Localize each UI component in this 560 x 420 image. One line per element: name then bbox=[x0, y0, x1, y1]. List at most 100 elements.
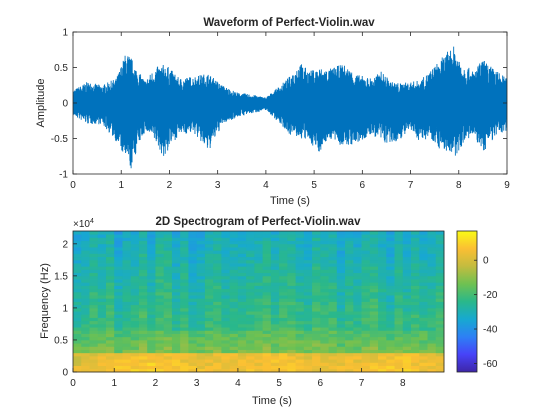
spectrogram-cell bbox=[361, 269, 371, 274]
spectrogram-cell bbox=[163, 304, 173, 309]
spectrogram-cell bbox=[204, 362, 214, 366]
spectrogram-cell bbox=[204, 314, 214, 318]
spectrogram-cell bbox=[163, 282, 173, 286]
spectrogram-cell bbox=[411, 237, 420, 242]
spectrogram-cell bbox=[336, 323, 346, 328]
spectrogram-cell bbox=[345, 272, 354, 277]
spectrogram-cell bbox=[402, 250, 412, 254]
spectrogram-cell bbox=[237, 266, 247, 270]
spectrogram-cell bbox=[81, 250, 90, 254]
spectrogram-cell bbox=[89, 295, 99, 299]
spectrogram-cell bbox=[246, 327, 255, 331]
spectrogram-cell bbox=[114, 295, 123, 299]
spectrogram-cell bbox=[114, 240, 123, 245]
spectrogram-cell bbox=[303, 237, 313, 242]
spectrogram-cell bbox=[122, 295, 132, 299]
spectrogram-cell bbox=[378, 282, 387, 286]
spectrogram-cell bbox=[353, 323, 362, 328]
spectrogram-cell bbox=[320, 288, 329, 293]
spectrogram-cell bbox=[213, 304, 222, 309]
spectrogram-cell bbox=[73, 237, 82, 242]
spectrogram-cell bbox=[221, 279, 231, 283]
spectrogram-cell bbox=[155, 336, 165, 341]
spectrogram-cell bbox=[130, 295, 140, 299]
spectrogram-cell bbox=[435, 247, 445, 251]
spectrogram-cell bbox=[114, 272, 123, 277]
spectrogram-cell bbox=[369, 243, 379, 248]
spectrogram-cell bbox=[378, 291, 387, 296]
spectrogram-cell bbox=[394, 247, 404, 251]
spectrogram-cell bbox=[435, 243, 445, 248]
spectrogram-cell bbox=[394, 327, 404, 331]
spectrogram-cell bbox=[270, 240, 280, 245]
spectrogram-cell bbox=[97, 285, 107, 290]
spectrogram-cell bbox=[378, 256, 387, 261]
spectrogram-cell bbox=[155, 323, 165, 328]
spectrogram-cell bbox=[147, 282, 156, 286]
spectrogram-cell bbox=[73, 259, 82, 264]
spectrogram-cell bbox=[237, 323, 247, 328]
spectrogram-cell bbox=[180, 330, 189, 334]
spectrogram-cell bbox=[229, 279, 239, 283]
spectrogram-cell bbox=[279, 339, 288, 344]
spectrogram-cell bbox=[213, 234, 222, 238]
spectrogram-cell bbox=[130, 327, 140, 331]
spectrogram-cell bbox=[171, 298, 181, 302]
spectrogram-cell bbox=[130, 330, 140, 334]
spectrogram-cell bbox=[97, 250, 107, 254]
spectrogram-cell bbox=[336, 234, 346, 238]
spectrogram-cell bbox=[312, 343, 321, 347]
spectrogram-cell bbox=[73, 355, 82, 360]
spectrogram-cell bbox=[320, 349, 329, 354]
spectrogram-cell bbox=[73, 285, 82, 290]
spectrogram-cell bbox=[270, 339, 280, 344]
spectrogram-cell bbox=[254, 263, 264, 267]
spectrogram-cell bbox=[353, 250, 362, 254]
spectrogram-cell bbox=[147, 349, 156, 354]
spectrogram-cell bbox=[303, 243, 313, 248]
spectrogram-cell bbox=[138, 368, 148, 373]
spectrogram-cell bbox=[345, 365, 354, 370]
spectrogram-cell bbox=[221, 291, 231, 296]
spectrogram-cell bbox=[138, 336, 148, 341]
spectrogram-cell bbox=[213, 359, 222, 363]
spectrogram-cell bbox=[204, 240, 214, 245]
y-exponent-label: ×104 bbox=[73, 218, 94, 230]
spectrogram-cell bbox=[114, 301, 123, 306]
spectrogram-cell bbox=[254, 346, 264, 350]
spectrogram-cell bbox=[287, 279, 296, 283]
spectrogram-cell bbox=[130, 307, 140, 312]
spectrogram-cell bbox=[287, 291, 296, 296]
spectrogram-cell bbox=[427, 231, 437, 235]
spectrogram-cell bbox=[130, 275, 140, 280]
spectrogram-cell bbox=[361, 237, 371, 242]
spectrogram-cell bbox=[336, 333, 346, 338]
spectrogram-cell bbox=[394, 362, 404, 366]
spectrogram-cell bbox=[411, 231, 420, 235]
spectrogram-cell bbox=[196, 352, 206, 357]
spectrogram-cell bbox=[427, 311, 437, 315]
spectrogram-cell bbox=[328, 359, 338, 363]
spectrogram-cell bbox=[262, 301, 272, 306]
spectrogram-cell bbox=[246, 282, 255, 286]
spectrogram-cell bbox=[386, 314, 395, 318]
spectrogram-cell bbox=[303, 250, 313, 254]
spectrogram-cell bbox=[303, 343, 313, 347]
spectrogram-cell bbox=[155, 327, 165, 331]
spectrogram-cell bbox=[320, 285, 329, 290]
spectrogram-cell bbox=[89, 288, 99, 293]
spectrogram-cell bbox=[303, 320, 313, 325]
spectrogram-cell bbox=[171, 301, 181, 306]
waveform-xtick-label: 3 bbox=[215, 180, 221, 191]
spectrogram-cell bbox=[361, 365, 371, 370]
spectrogram-cell bbox=[295, 365, 305, 370]
spectrogram-cell bbox=[287, 327, 296, 331]
spectrogram-cell bbox=[171, 314, 181, 318]
spectrogram-cell bbox=[328, 285, 338, 290]
spectrogram-cell bbox=[81, 301, 90, 306]
spectrogram-cell bbox=[204, 266, 214, 270]
spectrogram-cell bbox=[122, 243, 132, 248]
spectrogram-cell bbox=[147, 295, 156, 299]
spectrogram-cell bbox=[163, 250, 173, 254]
spectrogram-cell bbox=[312, 352, 321, 357]
